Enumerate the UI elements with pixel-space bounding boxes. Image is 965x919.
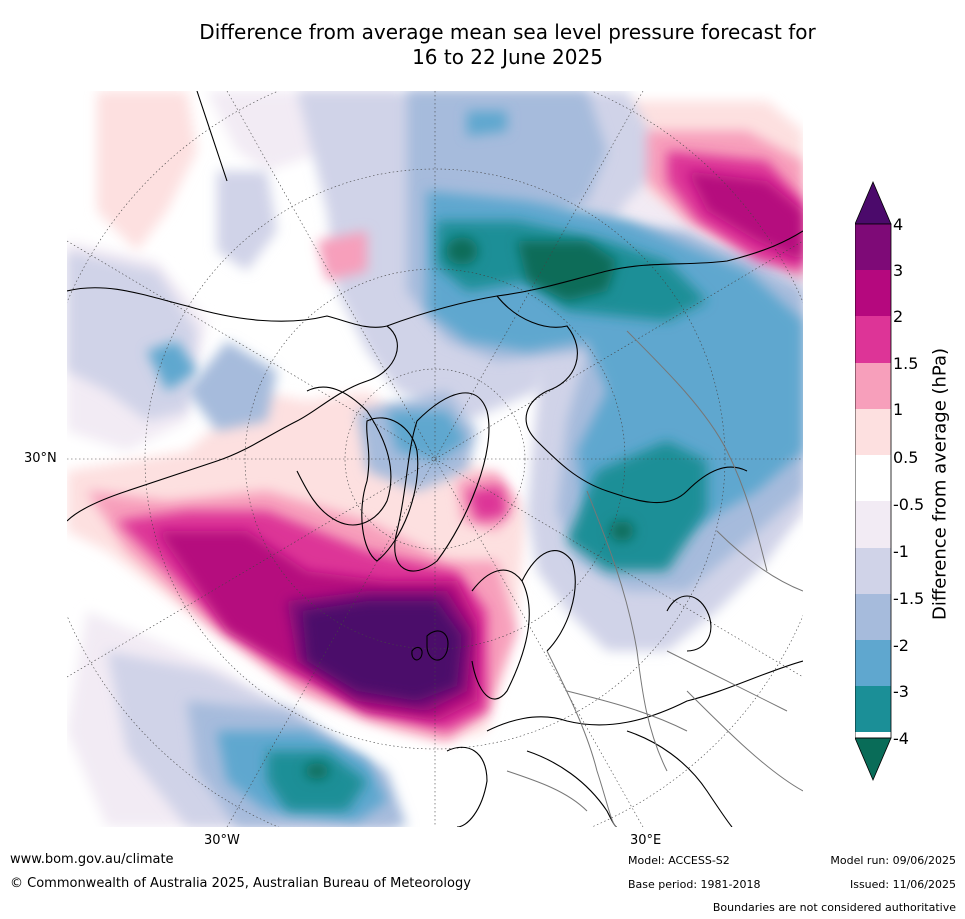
colorbar-band-2-3 — [855, 270, 891, 316]
colorbar-tick-3: 3 — [893, 261, 904, 280]
colorbar-tick-neg1.5: -1.5 — [893, 589, 925, 608]
colorbar-band-neg1-neg1.5 — [855, 548, 891, 594]
lat-label-30n: 30°N — [24, 451, 57, 466]
footer-base-period: Base period: 1981-2018 — [628, 878, 761, 891]
footer-model-run: Model run: 09/06/2025 — [830, 854, 956, 867]
colorbar-band-1-1.5 — [855, 363, 891, 409]
footer-model: Model: ACCESS-S2 — [628, 854, 730, 867]
title-line-1: Difference from average mean sea level p… — [199, 20, 816, 44]
footer-disclaimer: Boundaries are not considered authoritat… — [712, 901, 956, 914]
anomaly-fill-positive-extreme — [302, 601, 462, 701]
colorbar-tick-neg0.5: -0.5 — [893, 495, 925, 514]
anomaly-fill-negative-extreme — [305, 237, 634, 779]
lon-label-30w: 30°W — [204, 833, 240, 848]
country-borders — [506, 330, 803, 827]
colorbar-svg — [854, 180, 892, 782]
colorbar-title: Difference from average (hPa) — [929, 347, 951, 621]
colorbar-band-1.5-2 — [855, 316, 891, 363]
colorbar-band-neg1.5-neg2 — [855, 594, 891, 640]
colorbar-band-neg3-neg4 — [855, 686, 891, 732]
colorbar-band-neg0.5-neg1 — [855, 501, 891, 548]
colorbar-tick-4: 4 — [893, 215, 904, 234]
title-line-2: 16 to 22 June 2025 — [412, 45, 603, 69]
colorbar-band-neutral — [855, 455, 891, 501]
anomaly-fill-negative-4 — [267, 221, 707, 811]
colorbar-tick-0.5: 0.5 — [893, 448, 919, 467]
colorbar-lower-arrow — [854, 737, 892, 782]
colorbar-tick-neg3: -3 — [893, 682, 909, 701]
colorbar-band-3-4 — [855, 224, 891, 270]
colorbar-tick-neg4: -4 — [893, 729, 909, 748]
footer-issued: Issued: 11/06/2025 — [849, 878, 956, 891]
colorbar-tick-2: 2 — [893, 307, 904, 326]
footer-copyright: © Commonwealth of Australia 2025, Austra… — [10, 876, 471, 891]
colorbar — [854, 180, 895, 788]
graticule — [67, 91, 803, 827]
colorbar-upper-arrow — [854, 180, 892, 225]
lon-label-30e: 30°E — [630, 833, 662, 848]
pressure-anomaly-map — [67, 91, 803, 827]
chart-title: Difference from average mean sea level p… — [0, 20, 965, 70]
footer-url-link[interactable]: www.bom.gov.au/climate — [10, 852, 174, 867]
colorbar-band-neg2-neg3 — [855, 640, 891, 686]
colorbar-tick-neg2: -2 — [893, 636, 909, 655]
map-svg — [67, 91, 803, 827]
colorbar-band-0.5-1 — [855, 409, 891, 455]
colorbar-tick-1.5: 1.5 — [893, 354, 919, 373]
colorbar-tick-neg1: -1 — [893, 542, 909, 561]
coastlines — [67, 91, 803, 827]
colorbar-tick-1: 1 — [893, 400, 904, 419]
